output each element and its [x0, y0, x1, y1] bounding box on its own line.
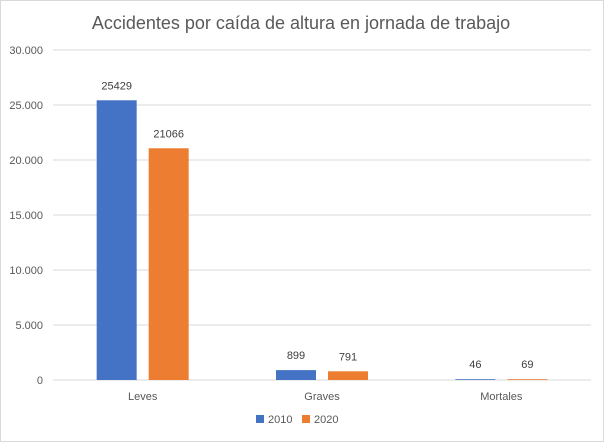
legend-label-2020: 2020 — [314, 414, 338, 426]
y-tick-label: 5.000 — [15, 320, 43, 332]
data-label-graves-2020: 791 — [339, 351, 357, 363]
data-label-mortales-2020: 69 — [521, 359, 533, 371]
data-label-graves-2010: 899 — [287, 350, 305, 362]
y-tick-label: 0 — [37, 375, 43, 387]
legend-swatch-2010 — [256, 415, 264, 423]
bar-leves-2020 — [148, 148, 189, 380]
y-tick-label: 25.000 — [9, 100, 43, 112]
legend: 2010 2020 — [256, 414, 338, 426]
legend-label-2010: 2010 — [268, 414, 292, 426]
y-tick-label: 30.000 — [9, 45, 43, 57]
x-category-label: Graves — [304, 391, 340, 403]
y-tick-label: 15.000 — [9, 210, 43, 222]
data-label-leves-2010: 25429 — [101, 80, 132, 92]
data-labels: 25429 21066 899 791 46 69 — [101, 80, 533, 371]
bar-graves-2020 — [328, 371, 368, 380]
bar-mortales-2020 — [507, 379, 548, 380]
y-axis-ticks: 0 5.000 10.000 15.000 20.000 25.000 30.000 — [9, 45, 43, 387]
x-axis-categories: Leves Graves Mortales — [128, 391, 523, 403]
x-category-label: Leves — [128, 391, 158, 403]
bar-graves-2010 — [276, 370, 316, 380]
data-label-mortales-2010: 46 — [469, 359, 481, 371]
bar-leves-2010 — [96, 100, 137, 380]
y-tick-label: 20.000 — [9, 155, 43, 167]
bars — [96, 100, 548, 380]
gridlines — [53, 49, 591, 381]
x-category-label: Mortales — [480, 391, 523, 403]
chart-title: Accidentes por caída de altura en jornad… — [92, 13, 510, 33]
data-label-leves-2020: 21066 — [153, 128, 184, 140]
legend-swatch-2020 — [302, 415, 310, 423]
y-tick-label: 10.000 — [9, 265, 43, 277]
bar-mortales-2010 — [455, 379, 496, 380]
